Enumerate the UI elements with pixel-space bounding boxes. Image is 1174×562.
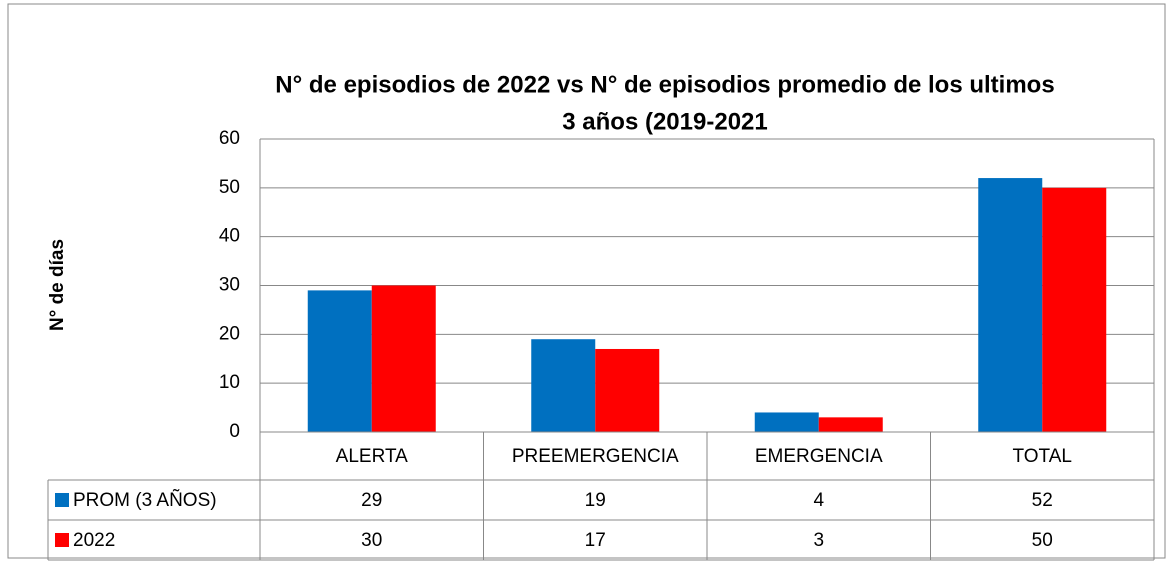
y-tick-label: 30 [219, 275, 240, 296]
bar [818, 417, 883, 432]
x-tick-label: TOTAL [1013, 446, 1072, 467]
table-cell: 17 [585, 530, 606, 551]
y-tick-label: 60 [219, 128, 240, 149]
bar [1042, 187, 1107, 432]
bar [595, 348, 660, 432]
y-tick-label: 0 [229, 421, 240, 442]
x-tick-label: EMERGENCIA [755, 446, 883, 467]
bar [371, 285, 436, 432]
x-tick-label: ALERTA [336, 446, 408, 467]
y-tick-label: 10 [219, 372, 240, 393]
x-tick-label: PREEMERGENCIA [512, 446, 679, 467]
legend-label: PROM (3 AÑOS) [73, 489, 217, 511]
legend-swatch [55, 493, 69, 507]
table-cell: 52 [1032, 490, 1053, 511]
bar [531, 339, 596, 432]
chart-title: 3 años (2019-2021 [562, 108, 767, 135]
y-axis-label: N° de días [47, 239, 68, 331]
legend-swatch [55, 533, 69, 547]
table-cell: 29 [361, 490, 382, 511]
table-cell: 50 [1032, 530, 1053, 551]
chart-title: N° de episodios de 2022 vs N° de episodi… [275, 71, 1054, 98]
legend-label: 2022 [73, 530, 115, 551]
table-cell: 30 [361, 530, 382, 551]
bar [307, 290, 372, 432]
table-cell: 3 [813, 530, 824, 551]
y-tick-label: 40 [219, 226, 240, 247]
bar [978, 178, 1043, 432]
table-cell: 4 [813, 490, 824, 511]
y-tick-label: 50 [219, 177, 240, 198]
table-cell: 19 [585, 490, 606, 511]
bar [754, 412, 819, 432]
chart-frame [7, 3, 1166, 559]
y-tick-label: 20 [219, 323, 240, 344]
